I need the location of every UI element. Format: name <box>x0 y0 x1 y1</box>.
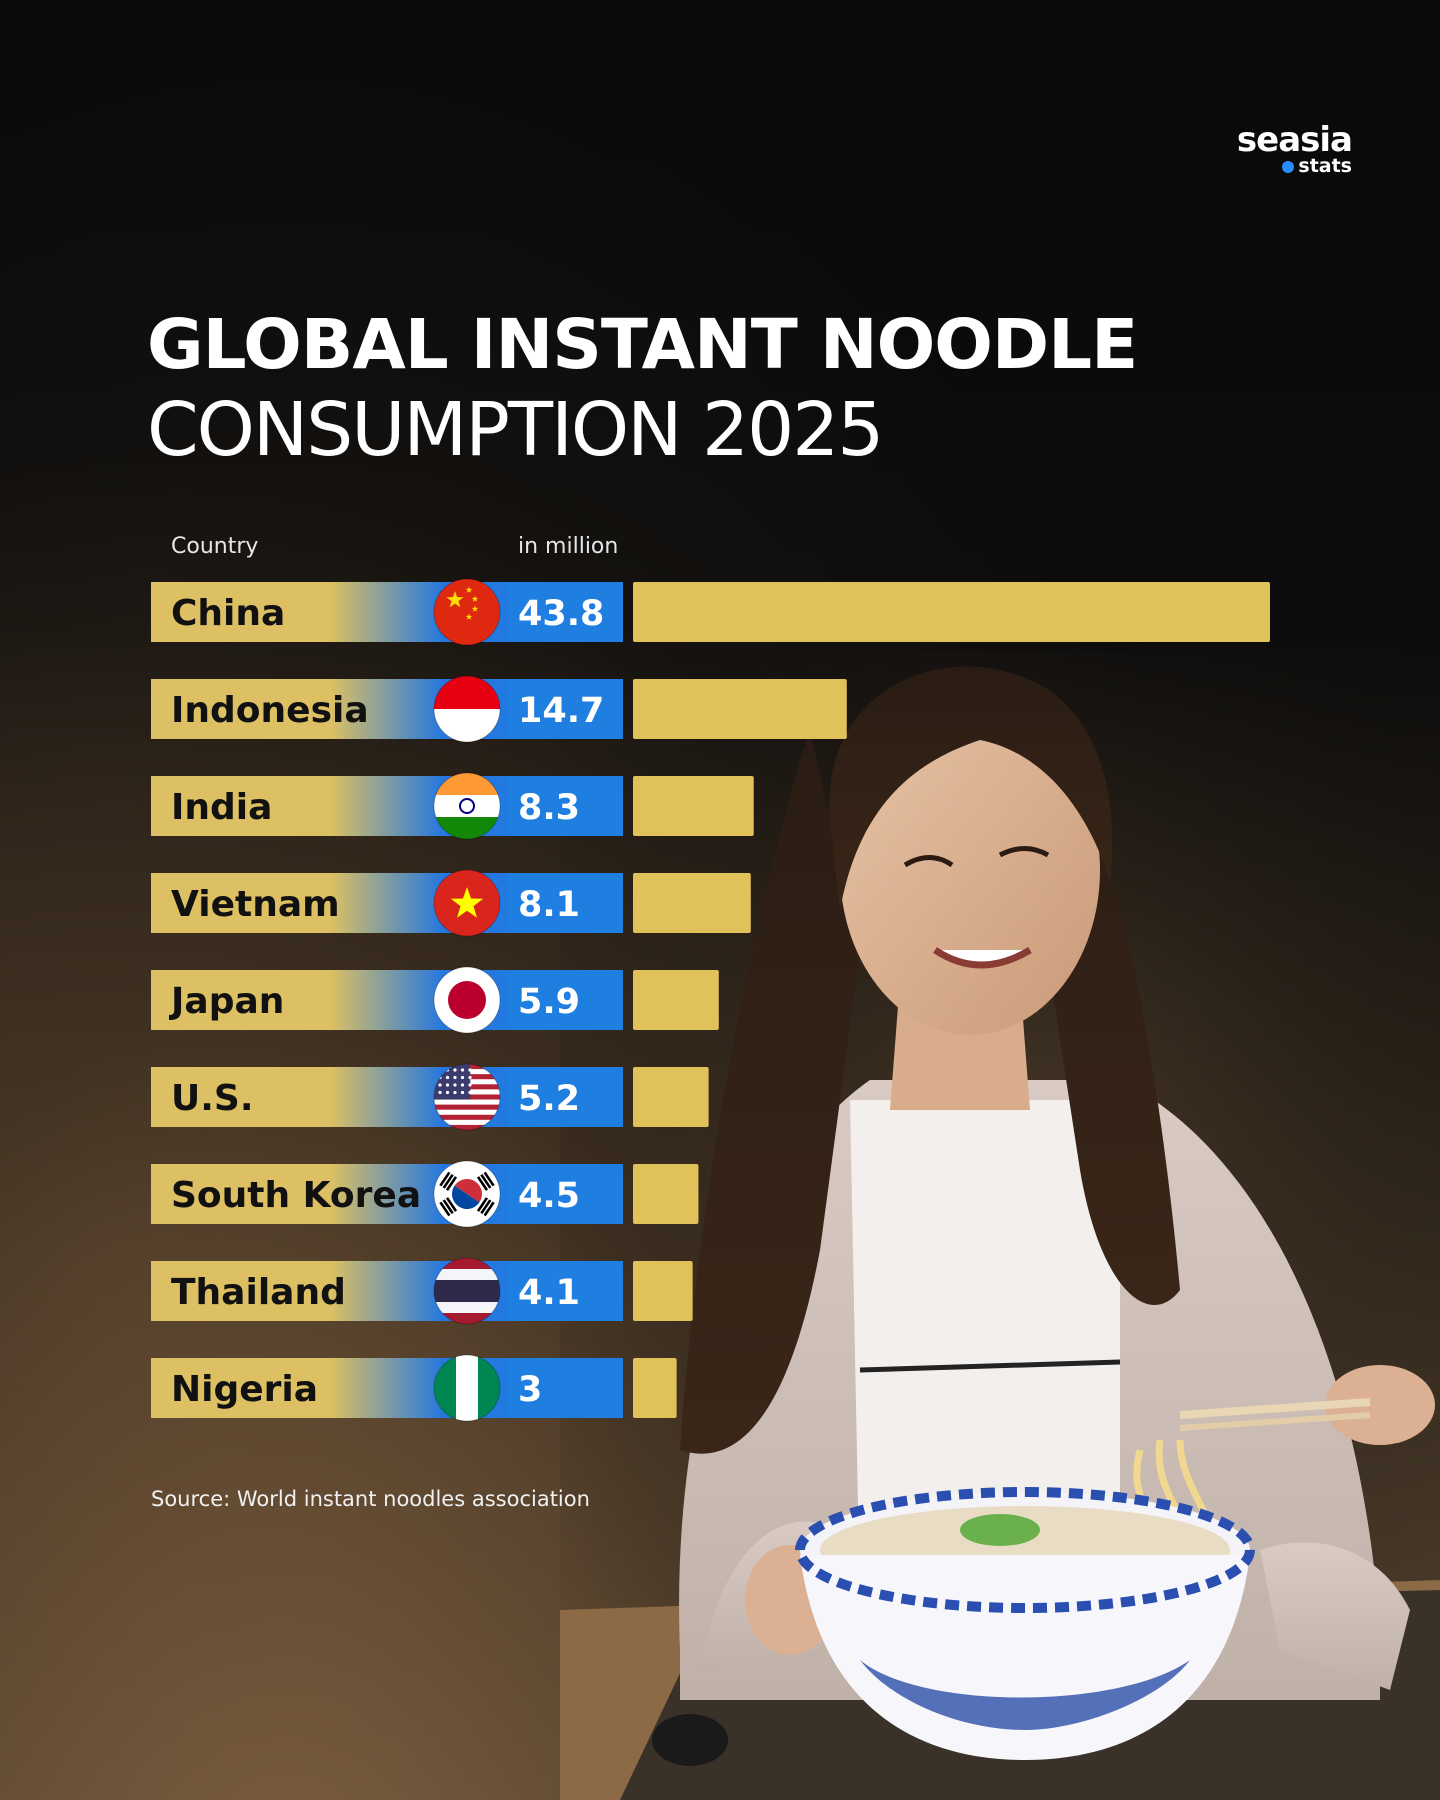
bar <box>633 582 1270 642</box>
data-label: 5.2 <box>518 1079 580 1119</box>
vietnam-flag-icon <box>433 869 501 937</box>
bar <box>633 970 719 1030</box>
chart-row: India 8.3 <box>151 772 754 840</box>
data-label: 43.8 <box>518 594 604 634</box>
right-hand-shape <box>1325 1365 1435 1445</box>
category-label: South Korea <box>171 1175 421 1216</box>
data-label: 4.5 <box>518 1176 580 1216</box>
value-cell <box>508 1164 623 1224</box>
chart-row: Thailand 4.1 <box>151 1257 693 1325</box>
category-label: Nigeria <box>171 1369 318 1410</box>
source-note: Source: World instant noodles associatio… <box>151 1487 590 1511</box>
value-cell <box>508 970 623 1030</box>
page-subtitle: CONSUMPTION 2025 <box>147 387 884 473</box>
chart-row: U.S. 5.2 <box>151 1063 709 1131</box>
chart-row: South Korea 4.5 <box>151 1160 699 1228</box>
chart-row: Indonesia 14.7 <box>151 675 847 743</box>
chart-row: Japan 5.9 <box>151 966 719 1034</box>
value-cell <box>508 1358 623 1418</box>
category-label: Indonesia <box>171 690 369 731</box>
nigeria-flag-icon <box>433 1354 501 1422</box>
japan-flag-icon <box>433 966 501 1034</box>
brand-logo: seasia stats <box>1222 120 1353 177</box>
column-header-unit: in million <box>518 534 619 559</box>
value-cell <box>508 1261 623 1321</box>
data-label: 5.9 <box>518 982 580 1022</box>
spoon-shape <box>652 1714 728 1766</box>
bowl-shape <box>800 1555 1250 1760</box>
bar <box>633 1164 699 1224</box>
chart-row: China 43.8 <box>151 578 1270 646</box>
brand-dot-icon <box>1282 161 1295 173</box>
shirt-shape <box>850 1100 1120 1610</box>
data-label: 3 <box>518 1370 542 1410</box>
bar <box>633 776 754 836</box>
page-title: GLOBAL INSTANT NOODLE <box>147 305 1138 385</box>
woman-eating-noodles-photo <box>560 650 1440 1800</box>
category-label: Thailand <box>171 1272 346 1313</box>
data-label: 14.7 <box>518 691 604 731</box>
chart-row: Nigeria 3 <box>151 1354 677 1422</box>
column-header-country: Country <box>171 534 259 559</box>
data-label: 4.1 <box>518 1273 580 1313</box>
bar <box>633 1261 693 1321</box>
category-label: Vietnam <box>171 884 340 925</box>
bar <box>633 679 847 739</box>
category-label: India <box>171 787 272 828</box>
data-label: 8.3 <box>518 788 580 828</box>
brand-sub: stats <box>1298 155 1352 177</box>
chart-rows: China 43.8 Indonesia 14.7 India 8.3 Vietnam 8.1… <box>151 578 1270 1422</box>
face-shape <box>840 705 1100 1035</box>
indonesia-flag-icon <box>433 675 501 743</box>
category-label: China <box>171 593 285 634</box>
thailand-flag-icon <box>433 1257 501 1325</box>
india-flag-icon <box>433 772 501 840</box>
us-flag-icon <box>433 1063 501 1131</box>
category-label: Japan <box>168 981 284 1022</box>
value-cell <box>508 679 623 739</box>
south-korea-flag-icon <box>433 1160 501 1228</box>
brand-name: seasia <box>1236 120 1353 160</box>
value-cell <box>508 582 623 642</box>
chart-row: Vietnam 8.1 <box>151 869 751 937</box>
bar <box>633 1067 709 1127</box>
bar <box>633 873 751 933</box>
data-label: 8.1 <box>518 885 580 925</box>
bar <box>633 1358 677 1418</box>
value-cell <box>508 873 623 933</box>
china-flag-icon <box>433 578 501 646</box>
category-label: U.S. <box>171 1078 254 1119</box>
value-cell <box>508 1067 623 1127</box>
value-cell <box>508 776 623 836</box>
